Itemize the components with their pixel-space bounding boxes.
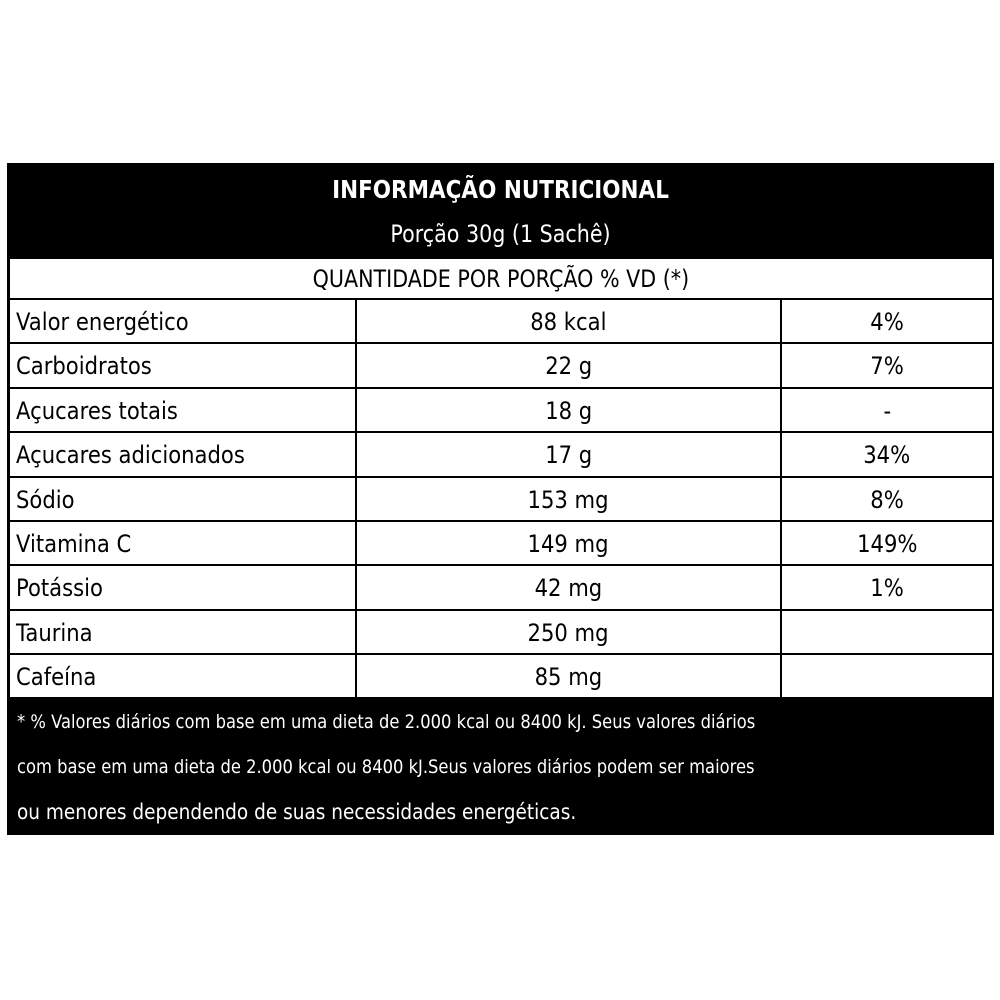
table-row: Sódio 153 mg 8% [10,477,992,522]
footnote-line-3: ou menores dependendo de suas necessidad… [17,800,577,825]
nutrient-amount: 149 mg [527,529,610,558]
nutrient-name: Carboidratos [16,352,152,381]
table-row: Carboidratos 22 g 7% [10,344,992,389]
table-row: Vitamina C 149 mg 149% [10,521,992,567]
label-header: INFORMAÇÃO NUTRICIONAL Porção 30g (1 Sac… [7,163,994,259]
nutrient-daily-value: 1% [870,574,904,603]
nutrient-name: Potássio [16,574,103,603]
table-row: Potássio 42 mg 1% [10,566,992,611]
nutrient-name: Vitamina C [16,529,132,558]
nutrient-amount: 250 mg [527,618,610,647]
table-row: Taurina 250 mg [10,610,992,656]
nutrient-amount: 22 g [545,352,592,381]
nutrient-amount: 42 mg [534,574,603,603]
table-row: Valor energético 88 kcal 4% [10,300,992,345]
footnote-line-1: * % Valores diários com base em uma diet… [17,711,756,733]
nutrient-amount: 17 g [545,441,592,470]
nutrient-daily-value: - [883,396,891,425]
table-row: Açucares adicionados 17 g 34% [10,433,992,478]
nutrient-amount: 153 mg [527,485,610,514]
footnote: * % Valores diários com base em uma diet… [17,700,987,835]
nutrition-table: QUANTIDADE POR PORÇÃO % VD (*) Valor ene… [10,259,992,700]
nutrient-name: Sódio [16,485,75,514]
nutrition-facts-label: INFORMAÇÃO NUTRICIONAL Porção 30g (1 Sac… [7,163,994,835]
nutrient-amount: 85 mg [534,663,603,692]
nutrient-amount: 88 kcal [530,308,607,336]
nutrient-daily-value: 7% [870,352,904,381]
serving-size: Porção 30g (1 Sachê) [390,220,611,248]
column-header: QUANTIDADE POR PORÇÃO % VD (*) [10,259,992,300]
nutrient-name: Cafeína [16,663,97,692]
nutrient-daily-value: 149% [856,529,918,558]
nutrient-name: Valor energético [16,308,189,336]
label-title: INFORMAÇÃO NUTRICIONAL [332,175,669,204]
nutrient-daily-value: 4% [870,308,904,336]
nutrient-amount: 18 g [545,396,592,425]
nutrient-name: Taurina [16,618,93,647]
table-row: Cafeína 85 mg [10,655,992,700]
nutrient-daily-value: 34% [863,441,911,470]
nutrient-rows: Valor energético 88 kcal 4% Carboidratos… [10,300,992,700]
footnote-line-2: com base em uma dieta de 2.000 kcal ou 8… [17,756,755,778]
nutrient-daily-value: 8% [870,485,904,514]
nutrient-name: Açucares adicionados [16,441,245,470]
nutrient-name: Açucares totais [16,396,178,425]
column-header-text: QUANTIDADE POR PORÇÃO % VD (*) [312,265,690,293]
table-row: Açucares totais 18 g - [10,388,992,434]
